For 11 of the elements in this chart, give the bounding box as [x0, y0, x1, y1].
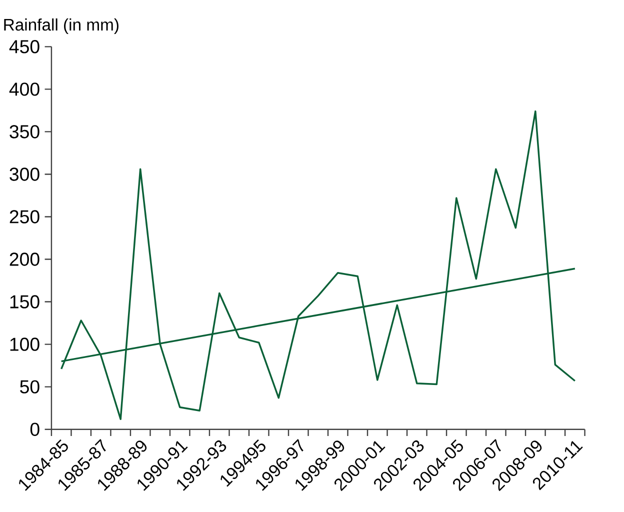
y-axis-title: Rainfall (in mm) [4, 18, 118, 34]
y-tick-label: 350 [10, 125, 40, 138]
y-tick-label: 150 [10, 295, 40, 308]
y-tick-label: 300 [10, 168, 40, 181]
y-tick-label: 400 [9, 82, 40, 96]
y-tick-label: 450 [9, 40, 40, 54]
y-tick-label: 250 [10, 210, 40, 224]
y-tick-label: 200 [10, 252, 40, 266]
y-tick-label: 100 [10, 338, 40, 351]
y-tick-label: 50 [20, 380, 40, 394]
y-tick-label: 0 [30, 422, 40, 436]
